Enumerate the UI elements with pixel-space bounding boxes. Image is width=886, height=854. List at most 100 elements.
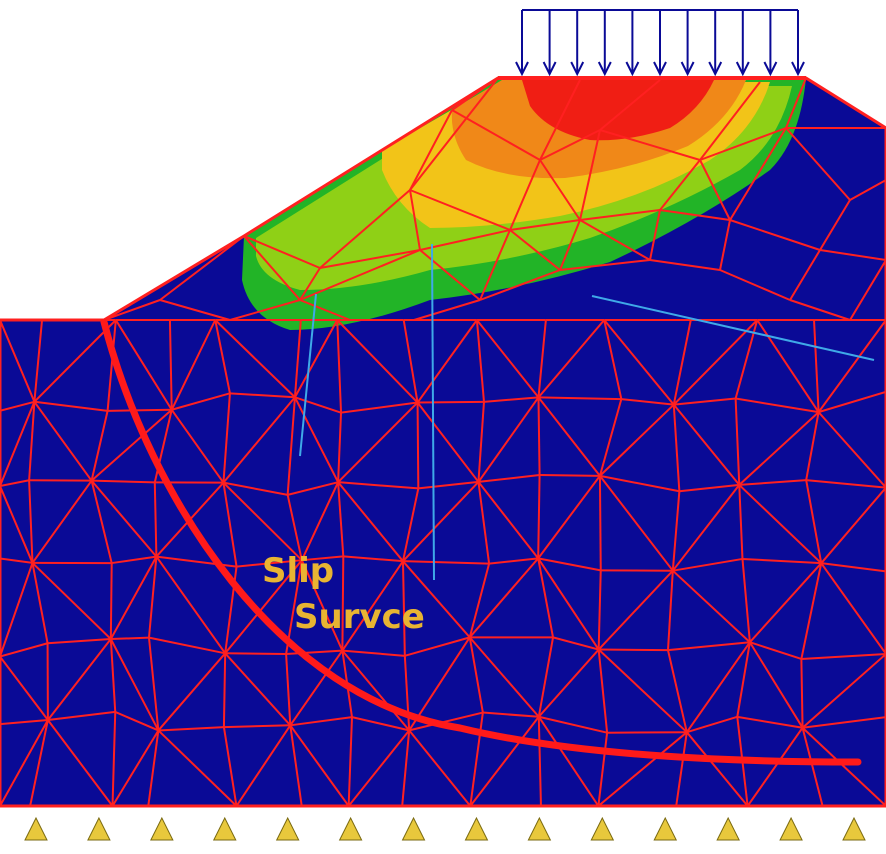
stress-contours — [242, 78, 806, 330]
mesh-edge — [341, 560, 404, 652]
mesh-edge — [800, 658, 804, 728]
mesh-edge — [801, 653, 886, 729]
mesh-edge — [147, 637, 160, 731]
mesh-edge — [802, 716, 886, 729]
support-triangle-icon — [338, 816, 363, 841]
mesh-edge — [341, 556, 345, 651]
mesh-edge — [290, 716, 353, 727]
mesh-edge — [340, 401, 418, 414]
mesh-edge — [229, 299, 301, 321]
mesh-edge — [299, 299, 351, 321]
mesh-edge — [34, 400, 108, 412]
mesh-edge — [699, 159, 731, 221]
mesh-edge — [539, 79, 581, 161]
mesh-edge — [477, 481, 491, 564]
mesh-edge — [579, 219, 651, 261]
mesh-edge — [402, 481, 480, 562]
mesh-edge — [0, 562, 34, 657]
mesh-edge — [0, 719, 49, 806]
mesh-edge — [559, 259, 651, 271]
mesh-edge — [337, 401, 419, 483]
support-triangle-icon — [779, 816, 803, 841]
mesh-edge — [509, 219, 581, 231]
mesh-edge — [719, 219, 731, 271]
mesh-edge — [599, 79, 661, 131]
mesh-edge — [419, 229, 511, 251]
support-triangle-icon — [24, 816, 48, 841]
mesh-edge — [559, 219, 581, 271]
mesh-edge — [107, 408, 172, 412]
mesh-edge — [286, 649, 343, 655]
mesh-edge — [0, 479, 30, 488]
mesh-edge — [482, 711, 539, 718]
mesh-edge — [111, 711, 117, 806]
mesh-edge — [479, 229, 511, 301]
mesh-edge — [90, 410, 109, 481]
crack-line — [299, 293, 317, 457]
mesh-edge — [599, 403, 675, 477]
mesh-edge — [509, 229, 561, 271]
mesh-edge — [849, 179, 886, 201]
mesh-edge — [686, 715, 738, 734]
mesh-edge — [597, 570, 602, 650]
mesh-edge — [285, 653, 292, 726]
mesh-edge — [537, 397, 541, 476]
mesh-edge — [537, 558, 555, 638]
mesh-edge — [342, 649, 405, 657]
mesh-edge — [817, 319, 886, 413]
mesh-edge — [300, 481, 340, 561]
support-triangle-icon — [464, 816, 489, 841]
mesh-edge — [404, 636, 471, 657]
mesh-edge — [47, 710, 116, 721]
mesh-edge — [729, 219, 821, 251]
mesh-edge — [469, 557, 539, 639]
mesh-edge — [849, 259, 886, 321]
load-arrow-head — [515, 61, 529, 77]
mesh-edge — [319, 189, 411, 269]
mesh-edge — [408, 711, 484, 732]
mesh-edge — [31, 562, 112, 640]
mesh-edge — [0, 718, 48, 726]
mesh-edge — [479, 269, 561, 301]
mesh-edge — [671, 491, 681, 571]
mesh-edge — [672, 484, 741, 572]
mesh-edge — [147, 556, 158, 638]
mesh-edge — [33, 401, 93, 482]
mesh-edge — [607, 731, 687, 734]
roller-supports — [24, 816, 866, 841]
mesh-edge — [821, 562, 886, 573]
mesh-edge — [294, 396, 342, 414]
mesh-edge — [402, 560, 471, 639]
mesh-edge — [597, 731, 688, 806]
finite-element-mesh — [0, 78, 886, 806]
mesh-edge — [801, 652, 886, 660]
mesh-edge — [739, 479, 807, 486]
load-arrow-head — [791, 61, 805, 77]
mesh-edge — [598, 648, 668, 652]
support-triangle-icon — [590, 816, 615, 841]
mesh-edge — [222, 396, 296, 484]
mesh-edge — [351, 716, 410, 732]
mesh-edge — [222, 726, 238, 806]
mesh-edge — [806, 479, 886, 489]
mesh-edge — [667, 641, 750, 652]
mesh-edge — [672, 557, 743, 572]
mesh-edge — [155, 556, 226, 654]
mesh-edge — [109, 638, 160, 731]
mesh-edge — [235, 724, 292, 806]
mesh-edge — [738, 411, 820, 486]
mesh-edge — [287, 481, 339, 496]
mesh-edge — [0, 557, 33, 564]
load-arrow-head — [708, 61, 723, 77]
mesh-edge — [719, 269, 791, 301]
mesh-edge — [737, 715, 803, 729]
mesh-edge — [401, 730, 411, 806]
mesh-edge — [337, 482, 345, 557]
mesh-edge — [409, 78, 499, 191]
mesh-edge — [469, 712, 484, 806]
mesh-edge — [749, 641, 802, 660]
mesh-edge — [599, 129, 701, 161]
mesh-edge — [289, 725, 303, 806]
mesh-edge — [91, 479, 155, 484]
